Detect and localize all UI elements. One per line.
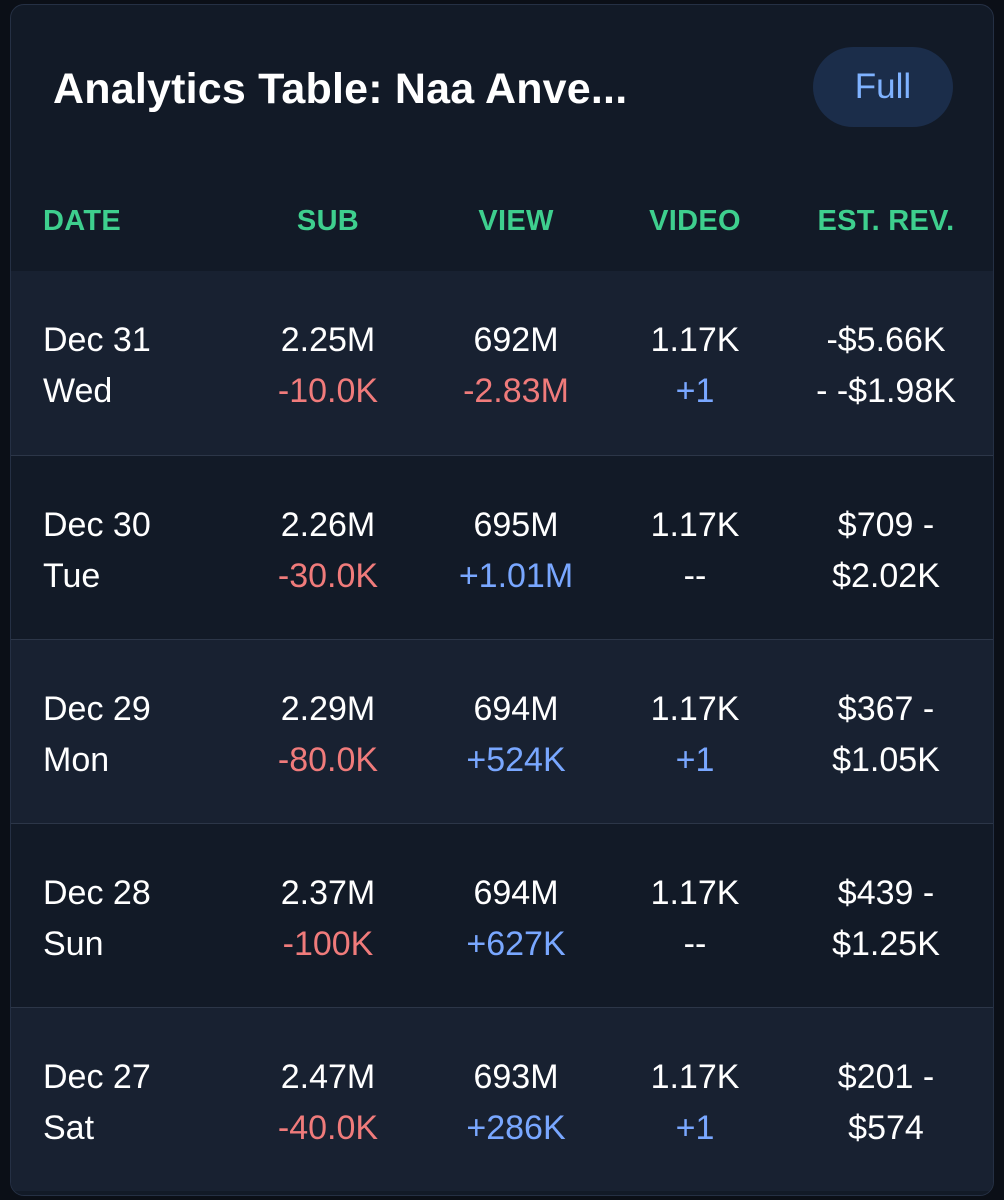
video-value: 1.17K (650, 690, 740, 728)
video-cell: 1.17K -- (621, 500, 769, 602)
sub-delta: -40.0K (277, 1109, 379, 1147)
est-rev-cell: -$5.66K - -$1.98K (791, 315, 981, 417)
date-label: Dec 30 (43, 506, 151, 544)
est-rev-line-2: - -$1.98K (816, 372, 956, 410)
date-cell: Dec 27 Sat (43, 1052, 151, 1154)
sub-value: 2.26M (280, 506, 376, 544)
sub-cell: 2.26M -30.0K (243, 500, 413, 602)
est-rev-cell: $439 - $1.25K (791, 868, 981, 970)
video-delta: -- (683, 925, 707, 963)
video-cell: 1.17K -- (621, 868, 769, 970)
column-header-date[interactable]: DATE (43, 205, 121, 237)
view-value: 695M (473, 506, 559, 544)
weekday-label: Sat (43, 1109, 95, 1147)
date-label: Dec 31 (43, 321, 151, 359)
weekday-label: Mon (43, 741, 110, 779)
est-rev-line-2: $2.02K (832, 557, 940, 595)
video-value: 1.17K (650, 321, 740, 359)
table-row: Dec 28 Sun 2.37M -100K 694M +627K 1.17K … (11, 823, 993, 1007)
column-header-view[interactable]: VIEW (478, 205, 554, 237)
sub-delta: -30.0K (277, 557, 379, 595)
table-row: Dec 29 Mon 2.29M -80.0K 694M +524K 1.17K… (11, 639, 993, 823)
table-header: DATE SUB VIEW VIDEO EST. REV. (11, 171, 993, 271)
view-value: 694M (473, 874, 559, 912)
est-rev-line-2: $1.05K (832, 741, 940, 779)
column-header-sub[interactable]: SUB (296, 205, 360, 237)
table-body: Dec 31 Wed 2.25M -10.0K 692M -2.83M 1.17… (11, 271, 993, 1191)
view-cell: 694M +524K (431, 684, 601, 786)
est-rev-cell: $709 - $2.02K (791, 500, 981, 602)
date-label: Dec 28 (43, 874, 151, 912)
est-rev-line-1: $439 - (837, 874, 935, 912)
weekday-label: Wed (43, 372, 113, 410)
sub-cell: 2.47M -40.0K (243, 1052, 413, 1154)
column-header-video[interactable]: VIDEO (649, 205, 741, 237)
sub-cell: 2.25M -10.0K (243, 315, 413, 417)
date-label: Dec 29 (43, 690, 151, 728)
est-rev-line-1: -$5.66K (826, 321, 946, 359)
date-cell: Dec 28 Sun (43, 868, 151, 970)
video-cell: 1.17K +1 (621, 1052, 769, 1154)
date-cell: Dec 29 Mon (43, 684, 151, 786)
weekday-label: Tue (43, 557, 101, 595)
view-cell: 693M +286K (431, 1052, 601, 1154)
sub-cell: 2.37M -100K (243, 868, 413, 970)
sub-value: 2.25M (280, 321, 376, 359)
view-delta: +286K (466, 1109, 566, 1147)
full-button[interactable]: Full (813, 47, 953, 127)
est-rev-cell: $367 - $1.05K (791, 684, 981, 786)
sub-value: 2.37M (280, 874, 376, 912)
sub-delta: -10.0K (277, 372, 379, 410)
video-cell: 1.17K +1 (621, 315, 769, 417)
table-row: Dec 31 Wed 2.25M -10.0K 692M -2.83M 1.17… (11, 271, 993, 455)
weekday-label: Sun (43, 925, 104, 963)
est-rev-line-1: $201 - (837, 1058, 935, 1096)
view-delta: +627K (466, 925, 566, 963)
view-cell: 695M +1.01M (431, 500, 601, 602)
date-cell: Dec 31 Wed (43, 315, 151, 417)
view-delta: +1.01M (458, 557, 574, 595)
video-delta: +1 (675, 741, 715, 779)
video-value: 1.17K (650, 506, 740, 544)
view-delta: -2.83M (463, 372, 569, 410)
est-rev-line-1: $709 - (837, 506, 935, 544)
video-delta: +1 (675, 1109, 715, 1147)
view-value: 694M (473, 690, 559, 728)
view-cell: 692M -2.83M (431, 315, 601, 417)
video-delta: +1 (675, 372, 715, 410)
video-value: 1.17K (650, 874, 740, 912)
date-cell: Dec 30 Tue (43, 500, 151, 602)
video-delta: -- (683, 557, 707, 595)
date-label: Dec 27 (43, 1058, 151, 1096)
sub-value: 2.47M (280, 1058, 376, 1096)
video-value: 1.17K (650, 1058, 740, 1096)
sub-delta: -80.0K (277, 741, 379, 779)
table-row: Dec 30 Tue 2.26M -30.0K 695M +1.01M 1.17… (11, 455, 993, 639)
analytics-card: Analytics Table: Naa Anve... Full DATE S… (10, 4, 994, 1196)
est-rev-line-2: $1.25K (832, 925, 940, 963)
page-title: Analytics Table: Naa Anve... (53, 65, 628, 113)
view-cell: 694M +627K (431, 868, 601, 970)
video-cell: 1.17K +1 (621, 684, 769, 786)
column-header-est-rev[interactable]: EST. REV. (817, 205, 955, 237)
table-row: Dec 27 Sat 2.47M -40.0K 693M +286K 1.17K… (11, 1007, 993, 1191)
est-rev-line-2: $574 (848, 1109, 924, 1147)
sub-value: 2.29M (280, 690, 376, 728)
sub-delta: -100K (282, 925, 374, 963)
est-rev-line-1: $367 - (837, 690, 935, 728)
est-rev-cell: $201 - $574 (791, 1052, 981, 1154)
card-header: Analytics Table: Naa Anve... Full (11, 5, 993, 171)
view-value: 693M (473, 1058, 559, 1096)
view-delta: +524K (466, 741, 566, 779)
view-value: 692M (473, 321, 559, 359)
sub-cell: 2.29M -80.0K (243, 684, 413, 786)
